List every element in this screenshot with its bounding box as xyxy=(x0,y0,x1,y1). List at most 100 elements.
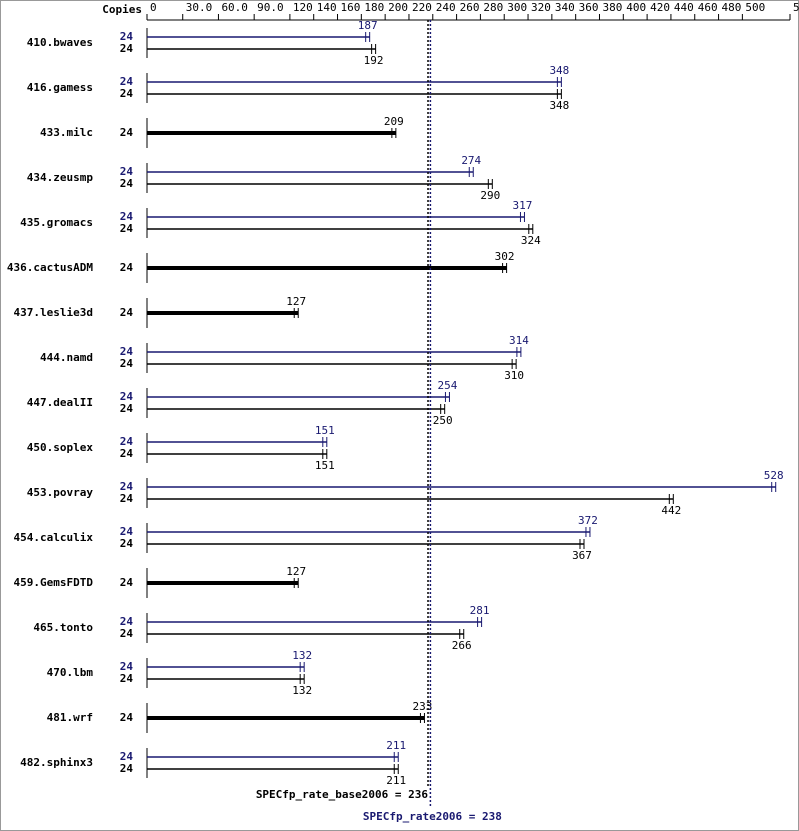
copies-label: 24 xyxy=(120,42,134,55)
copies-label: 24 xyxy=(120,672,134,685)
benchmark-label: 410.bwaves xyxy=(27,36,93,49)
copies-label: 24 xyxy=(120,126,134,139)
copies-label: 24 xyxy=(120,30,134,43)
value-label: 250 xyxy=(433,414,453,427)
copies-label: 24 xyxy=(120,492,134,505)
benchmark-label: 437.leslie3d xyxy=(14,306,93,319)
x-tick-label: 460 xyxy=(698,1,718,14)
value-label: 302 xyxy=(495,250,515,263)
benchmark-label: 433.milc xyxy=(40,126,93,139)
benchmark-label: 450.soplex xyxy=(27,441,94,454)
value-label: 254 xyxy=(438,379,458,392)
x-tick-label: 280 xyxy=(483,1,503,14)
benchmark-label: 435.gromacs xyxy=(20,216,93,229)
copies-label: 24 xyxy=(120,525,134,538)
copies-label: 24 xyxy=(120,576,134,589)
value-label: 209 xyxy=(384,115,404,128)
value-label: 317 xyxy=(513,199,533,212)
copies-label: 24 xyxy=(120,660,134,673)
value-label: 348 xyxy=(549,99,569,112)
value-label: 211 xyxy=(386,774,406,787)
value-label: 192 xyxy=(364,54,384,67)
benchmark-label: 465.tonto xyxy=(33,621,93,634)
value-label: 233 xyxy=(413,700,433,713)
copies-label: 24 xyxy=(120,711,134,724)
value-label: 372 xyxy=(578,514,598,527)
benchmark-label: 454.calculix xyxy=(14,531,94,544)
x-tick-label: 200 xyxy=(388,1,408,14)
x-tick-label: 220 xyxy=(412,1,432,14)
copies-label: 24 xyxy=(120,627,134,640)
x-tick-label: 260 xyxy=(460,1,480,14)
value-label: 211 xyxy=(386,739,406,752)
value-label: 274 xyxy=(461,154,481,167)
x-tick-label: 540 xyxy=(793,1,799,14)
value-label: 151 xyxy=(315,424,335,437)
x-tick-label: 140 xyxy=(317,1,337,14)
copies-label: 24 xyxy=(120,87,134,100)
copies-label: 24 xyxy=(120,306,134,319)
copies-label: 24 xyxy=(120,762,134,775)
reference-label: SPECfp_rate_base2006 = 236 xyxy=(256,788,429,801)
x-tick-label: 480 xyxy=(722,1,742,14)
copies-label: 24 xyxy=(120,750,134,763)
benchmark-label: 470.lbm xyxy=(47,666,94,679)
copies-label: 24 xyxy=(120,357,134,370)
benchmark-label: 459.GemsFDTD xyxy=(14,576,94,589)
copies-label: 24 xyxy=(120,75,134,88)
value-label: 442 xyxy=(661,504,681,517)
x-tick-label: 30.0 xyxy=(186,1,213,14)
x-tick-label: 500 xyxy=(745,1,765,14)
x-tick-label: 340 xyxy=(555,1,575,14)
x-tick-label: 90.0 xyxy=(257,1,284,14)
copies-label: 24 xyxy=(120,615,134,628)
copies-label: 24 xyxy=(120,165,134,178)
benchmark-label: 453.povray xyxy=(27,486,94,499)
value-label: 310 xyxy=(504,369,524,382)
benchmark-label: 447.dealII xyxy=(27,396,93,409)
benchmark-label: 436.cactusADM xyxy=(7,261,93,274)
x-tick-label: 60.0 xyxy=(221,1,248,14)
copies-label: 24 xyxy=(120,402,134,415)
value-label: 151 xyxy=(315,459,335,472)
benchmark-label: 434.zeusmp xyxy=(27,171,94,184)
value-label: 127 xyxy=(286,565,306,578)
value-label: 324 xyxy=(521,234,541,247)
benchmark-label: 482.sphinx3 xyxy=(20,756,93,769)
copies-label: 24 xyxy=(120,435,134,448)
value-label: 127 xyxy=(286,295,306,308)
value-label: 290 xyxy=(480,189,500,202)
value-label: 314 xyxy=(509,334,529,347)
x-tick-label: 420 xyxy=(650,1,670,14)
value-label: 266 xyxy=(452,639,472,652)
x-tick-label: 360 xyxy=(579,1,599,14)
copies-label: 24 xyxy=(120,177,134,190)
x-tick-label: 400 xyxy=(626,1,646,14)
copies-label: 24 xyxy=(120,480,134,493)
reference-label: SPECfp_rate2006 = 238 xyxy=(363,810,502,823)
value-label: 187 xyxy=(358,19,378,32)
value-label: 367 xyxy=(572,549,592,562)
value-label: 132 xyxy=(292,684,312,697)
benchmark-label: 444.namd xyxy=(40,351,93,364)
copies-label: 24 xyxy=(120,537,134,550)
x-tick-label: 120 xyxy=(293,1,313,14)
value-label: 528 xyxy=(764,469,784,482)
x-tick-label: 240 xyxy=(436,1,456,14)
benchmark-label: 481.wrf xyxy=(47,711,93,724)
value-label: 281 xyxy=(470,604,490,617)
copies-label: 24 xyxy=(120,210,134,223)
x-tick-label: 300 xyxy=(507,1,527,14)
copies-label: 24 xyxy=(120,447,134,460)
value-label: 348 xyxy=(549,64,569,77)
x-tick-label: 320 xyxy=(531,1,551,14)
x-tick-label: 440 xyxy=(674,1,694,14)
x-tick-label: 180 xyxy=(364,1,384,14)
copies-label: 24 xyxy=(120,345,134,358)
x-tick-label: 380 xyxy=(602,1,622,14)
value-label: 132 xyxy=(292,649,312,662)
copies-header: Copies xyxy=(102,3,142,16)
benchmark-label: 416.gamess xyxy=(27,81,93,94)
